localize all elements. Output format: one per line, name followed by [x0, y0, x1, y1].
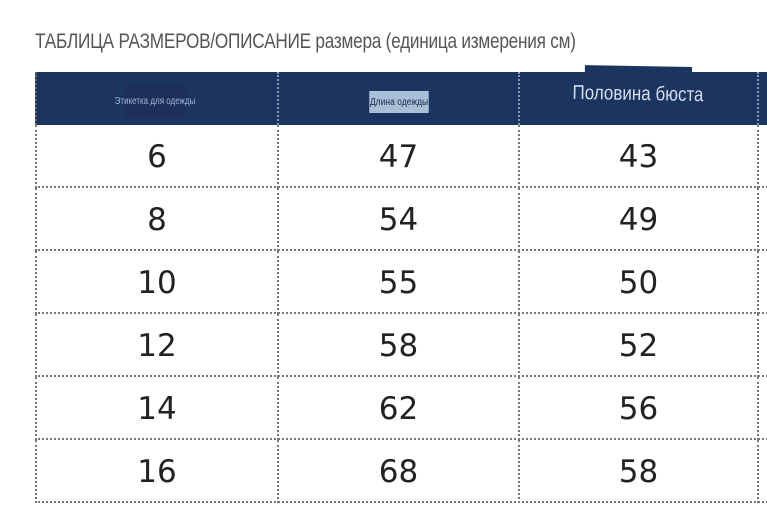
header-size-label: Этикетка для одежды: [115, 84, 195, 118]
table-cell: 52: [520, 314, 759, 377]
table-row: 14 62 56: [35, 377, 767, 440]
table-cell-cutoff: [759, 125, 767, 188]
header-cell: [279, 72, 520, 125]
header-half-bust: Половина бюста: [572, 65, 704, 123]
header-cell: [520, 72, 759, 125]
table-cell: 47: [279, 125, 520, 188]
table-cell: 68: [279, 440, 520, 503]
table-cell: 62: [279, 377, 520, 440]
table-cell: 58: [520, 440, 759, 503]
table-cell-cutoff: [759, 314, 767, 377]
table-cell-cutoff: [759, 251, 767, 314]
table-cell: 16: [37, 440, 279, 503]
table-cell: 58: [279, 314, 520, 377]
table-cell-cutoff: [759, 188, 767, 251]
table-cell: 56: [520, 377, 759, 440]
table-cell-cutoff: [759, 440, 767, 503]
table-cell-cutoff: [759, 377, 767, 440]
table-cell: 43: [520, 125, 759, 188]
table-cell: 12: [37, 314, 279, 377]
table-cell: 50: [520, 251, 759, 314]
header-cell: [37, 72, 279, 125]
table-cell: 6: [37, 125, 279, 188]
table-cell: 8: [37, 188, 279, 251]
table-cell: 49: [520, 188, 759, 251]
header-length: Длина одежды: [369, 91, 429, 113]
table-row: 6 47 43: [35, 125, 767, 188]
table-row: 16 68 58: [35, 440, 767, 503]
table-cell: 14: [37, 377, 279, 440]
table-cell: 55: [279, 251, 520, 314]
table-cell: 54: [279, 188, 520, 251]
page-title: ТАБЛИЦА РАЗМЕРОВ/ОПИСАНИЕ размера (едини…: [35, 30, 576, 53]
table-row: 8 54 49: [35, 188, 767, 251]
table-cell: 10: [37, 251, 279, 314]
table-header: Этикетка для одежды Длина одежды Половин…: [35, 65, 767, 125]
table-row: 10 55 50: [35, 251, 767, 314]
table-row: 12 58 52: [35, 314, 767, 377]
